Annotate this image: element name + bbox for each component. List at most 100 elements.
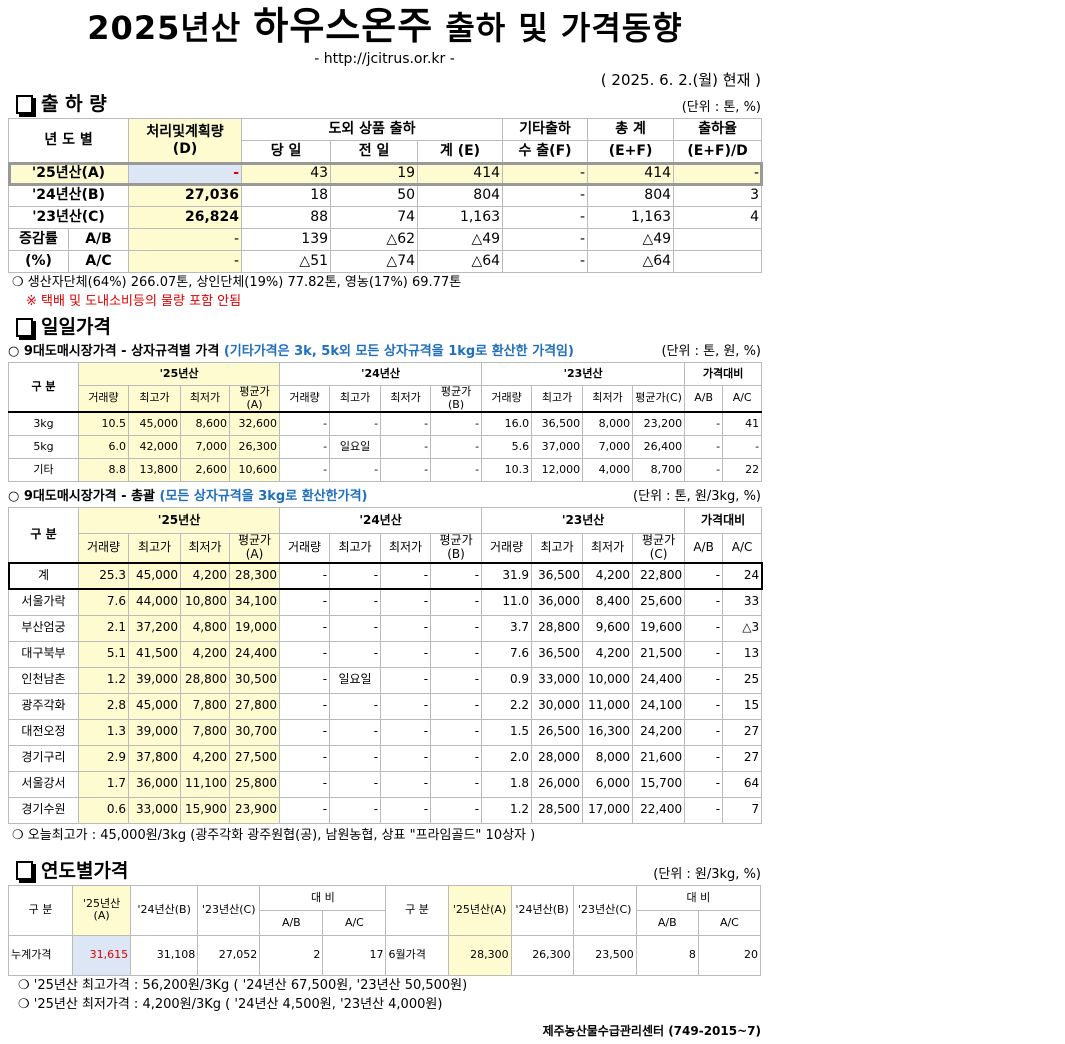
- table-cell: 7: [722, 796, 763, 824]
- table-cell: 15,900: [180, 796, 230, 824]
- table-cell: 구 분: [8, 362, 79, 413]
- table-cell: -: [430, 614, 483, 642]
- table-cell: -: [329, 692, 382, 720]
- shipment-warning: ※ 택배 및 도내소비등의 물량 포함 안됨: [26, 294, 242, 309]
- table-cell: 11,100: [180, 770, 230, 798]
- table-cell: 4: [673, 206, 763, 229]
- table-row: 계 25.3 45,000 4,200 28,300- - - -31.9 36,500 4,20…: [7, 561, 763, 591]
- table-cell: -: [430, 770, 483, 798]
- table-cell: '25년산(A): [447, 884, 512, 936]
- table-cell: -: [380, 770, 432, 798]
- table-cell: 최저가: [582, 385, 634, 413]
- table-cell: -: [279, 458, 331, 483]
- table-cell: 인천남촌: [8, 666, 79, 694]
- table-cell: 4,200: [180, 744, 230, 772]
- daily-subheading-1: ○ 9대도매시장가격 - 상자규격별 가격 (기타가격은 3k, 5k외 모든 …: [8, 343, 761, 360]
- table-cell: 8.8: [78, 458, 129, 483]
- table-cell: 4,000: [582, 458, 634, 483]
- table-cell: 10.3: [481, 458, 533, 483]
- table-cell: 10.5: [78, 411, 129, 437]
- header-row: 년 도 별 처리및계획량 (D) 도외 상품 출하 기타출하 총 계 출하율: [7, 118, 763, 163]
- table-cell: -: [279, 770, 331, 798]
- table-cell: 출하율: [673, 118, 763, 141]
- table-cell: 27,036: [128, 184, 243, 207]
- table-cell: 28,300: [447, 934, 512, 976]
- table-cell: -: [380, 411, 432, 437]
- table-cell: -: [722, 435, 763, 460]
- table-cell: 22,400: [632, 796, 686, 824]
- table-cell: 50: [330, 184, 419, 207]
- table-cell: 1.3: [78, 718, 129, 746]
- table-cell: 7.6: [78, 588, 129, 616]
- table-cell: 8,700: [632, 458, 686, 483]
- section-yearly-title: 연도별가격: [16, 859, 128, 883]
- daily-heading: 일일가격: [8, 315, 761, 339]
- table-cell: 총 계: [587, 118, 675, 141]
- table-cell: 27,800: [228, 692, 281, 720]
- table-cell: 25.3: [78, 562, 129, 590]
- table-cell: -: [430, 411, 483, 437]
- table-cell: -: [684, 796, 724, 824]
- table-cell: -: [279, 692, 331, 720]
- table-cell: 서울가락: [8, 588, 79, 616]
- table-cell: 19,600: [632, 614, 686, 642]
- table-cell: 8: [635, 934, 699, 976]
- table-cell: -: [430, 718, 483, 746]
- table-row: 증감률 A/B -139 △62 △49- △49: [8, 228, 763, 251]
- table-cell: -: [329, 411, 382, 437]
- table-cell: 804: [587, 184, 675, 207]
- table-cell: -: [279, 640, 331, 668]
- table-cell: 27: [722, 718, 763, 746]
- table-cell: 거래량: [78, 533, 129, 564]
- title-pre: 2025년산: [87, 9, 254, 47]
- table-cell: 19: [330, 162, 419, 185]
- table-cell: 1.7: [78, 770, 129, 798]
- table-cell: -: [329, 770, 382, 798]
- table-cell: △64: [587, 250, 675, 273]
- table-cell: -: [684, 640, 724, 668]
- table-row: 3kg 10.5 45,000 8,600 32,600- - - -16.0 36,500 8,…: [8, 411, 763, 437]
- table-cell: 31,615: [72, 934, 132, 976]
- table-cell: 10,800: [180, 588, 230, 616]
- table-cell: 23,200: [632, 411, 686, 437]
- table-cell: -: [329, 796, 382, 824]
- table-cell: -: [430, 435, 483, 460]
- table-cell: 대전오정: [8, 718, 79, 746]
- table-cell: 64: [722, 770, 763, 798]
- table-cell: 4,800: [180, 614, 230, 642]
- table-cell: 34,100: [228, 588, 281, 616]
- table-cell: -: [502, 206, 589, 229]
- table-cell: 26,500: [531, 718, 584, 746]
- table-cell: A/C: [722, 385, 763, 413]
- table-cell: -: [279, 718, 331, 746]
- table-cell: 평균가(C): [632, 533, 686, 564]
- table-cell: -: [430, 744, 483, 772]
- table-cell: 28,800: [531, 614, 584, 642]
- table-cell: 8,000: [582, 411, 634, 437]
- table-cell: 28,300: [228, 562, 281, 590]
- daily-unit-1: (단위 : 톤, 원, %): [661, 344, 761, 359]
- shipment-heading: 출 하 량 (단위 : 톤, %): [8, 92, 761, 116]
- table-cell: 구 분: [7, 884, 74, 936]
- table-cell: 구 분: [385, 884, 449, 936]
- table-cell: '24년산: [279, 362, 483, 386]
- table-cell: 최고가: [128, 533, 181, 564]
- table-cell: [673, 250, 763, 273]
- table-cell: 4,200: [582, 640, 634, 668]
- subtitle-note: (모든 상자규격을 3kg로 환산한가격): [159, 489, 368, 505]
- table-cell: '24년산(B): [510, 884, 574, 936]
- table-cell: '23년산(C): [197, 884, 261, 936]
- table-cell: -: [279, 666, 331, 694]
- table-cell: 27,500: [228, 744, 281, 772]
- table-cell: -: [684, 614, 724, 642]
- table-cell: 10,000: [582, 666, 634, 694]
- table-cell: 일요일: [329, 666, 382, 694]
- table-row: 5kg 6.0 42,000 7,000 26,300- 일요일 - -5.6 37,000 7,…: [8, 435, 763, 460]
- table-cell: 5kg: [8, 435, 79, 460]
- table-cell: -: [684, 435, 724, 460]
- table-cell: -: [329, 458, 382, 483]
- table-cell: 41: [722, 411, 763, 437]
- table-cell: 13,800: [128, 458, 181, 483]
- table-cell: 21,500: [632, 640, 686, 668]
